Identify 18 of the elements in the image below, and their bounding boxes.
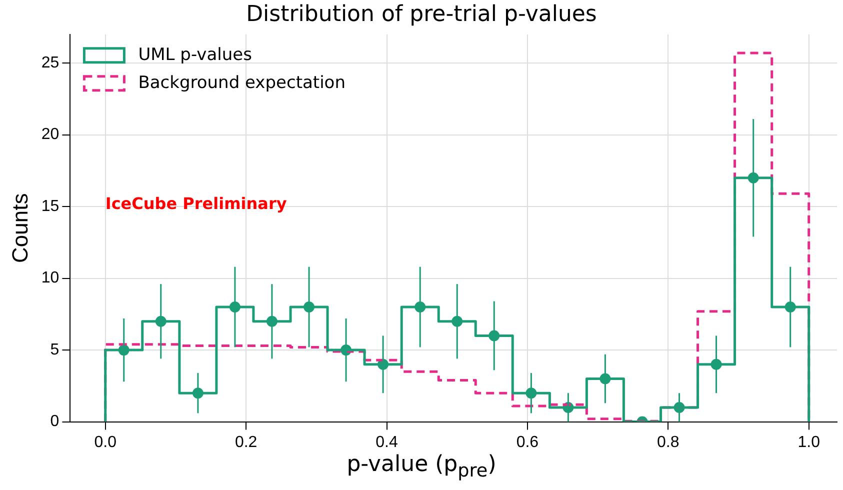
y-tick-label: 25 [41,54,60,72]
y-tick-label: 0 [50,413,60,430]
chart-title: Distribution of pre-trial p-values [246,2,597,27]
annotation: IceCube Preliminary [105,194,288,214]
y-tick-label: 20 [41,126,60,144]
x-tick-label: 0.8 [657,434,680,451]
y-tick-label: 10 [41,270,60,287]
x-tick-label: 0.6 [516,434,539,451]
legend-label: Background expectation [138,72,346,93]
y-axis-title: Counts [7,193,32,263]
y-tick-label: 15 [41,198,60,215]
legend-label: UML p-values [138,44,252,65]
x-tick-label: 1.0 [798,434,820,451]
x-tick-label: 0.4 [376,434,398,451]
x-tick-label: 0.0 [94,434,117,451]
x-tick-label: 0.2 [234,434,258,451]
x-axis-title: p-value (p$_{pre}$) [346,452,498,482]
y-tick-label: 5 [50,341,60,358]
